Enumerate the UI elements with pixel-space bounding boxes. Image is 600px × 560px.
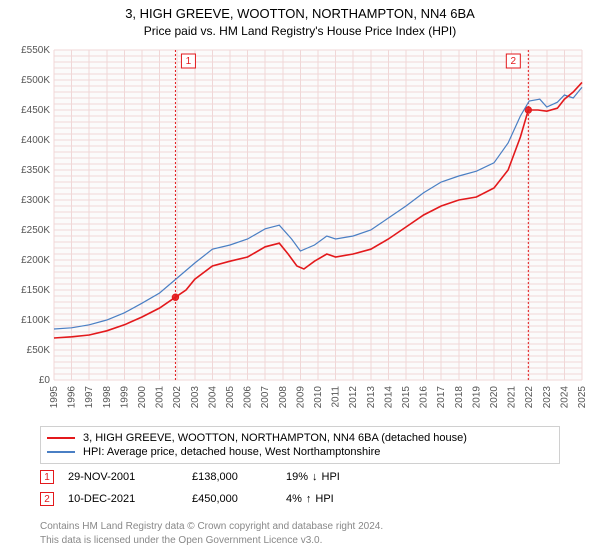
svg-text:2005: 2005: [225, 386, 236, 409]
svg-text:2001: 2001: [155, 386, 166, 409]
chart-container: 3, HIGH GREEVE, WOOTTON, NORTHAMPTON, NN…: [0, 0, 600, 560]
sale-date: 10-DEC-2021: [68, 493, 178, 505]
svg-text:2014: 2014: [383, 386, 394, 409]
svg-text:2016: 2016: [419, 386, 430, 409]
legend-item: 3, HIGH GREEVE, WOOTTON, NORTHAMPTON, NN…: [47, 431, 553, 445]
legend-swatch-hpi: [47, 451, 75, 453]
arrow-down-icon: ↓: [312, 471, 318, 483]
svg-text:2022: 2022: [524, 386, 535, 409]
svg-text:1995: 1995: [49, 386, 60, 409]
svg-text:2018: 2018: [454, 386, 465, 409]
svg-text:£500K: £500K: [21, 75, 50, 86]
svg-text:£400K: £400K: [21, 135, 50, 146]
svg-text:£350K: £350K: [21, 165, 50, 176]
svg-text:1999: 1999: [119, 386, 130, 409]
svg-text:2002: 2002: [172, 386, 183, 409]
svg-text:1: 1: [186, 56, 192, 67]
sale-marker-2: 2: [40, 492, 54, 506]
chart-subtitle: Price paid vs. HM Land Registry's House …: [0, 21, 600, 38]
arrow-up-icon: ↑: [306, 493, 312, 505]
sale-row: 2 10-DEC-2021 £450,000 4% ↑ HPI: [40, 488, 560, 510]
svg-text:2019: 2019: [471, 386, 482, 409]
svg-text:1997: 1997: [84, 386, 95, 409]
svg-text:£200K: £200K: [21, 255, 50, 266]
svg-text:2010: 2010: [313, 386, 324, 409]
svg-text:2: 2: [511, 56, 517, 67]
svg-text:£300K: £300K: [21, 195, 50, 206]
svg-text:2025: 2025: [577, 386, 588, 409]
svg-text:1998: 1998: [102, 386, 113, 409]
svg-text:2009: 2009: [295, 386, 306, 409]
svg-text:2003: 2003: [190, 386, 201, 409]
svg-text:£100K: £100K: [21, 315, 50, 326]
sale-records: 1 29-NOV-2001 £138,000 19% ↓ HPI 2 10-DE…: [40, 466, 560, 510]
svg-text:2013: 2013: [366, 386, 377, 409]
sale-row: 1 29-NOV-2001 £138,000 19% ↓ HPI: [40, 466, 560, 488]
svg-text:2017: 2017: [436, 386, 447, 409]
svg-text:2004: 2004: [207, 386, 218, 409]
svg-text:2024: 2024: [559, 386, 570, 409]
chart-area: £0 £50K £100K £150K £200K £250K £300K £350K £400…: [10, 44, 590, 420]
chart-title: 3, HIGH GREEVE, WOOTTON, NORTHAMPTON, NN…: [0, 0, 600, 21]
legend: 3, HIGH GREEVE, WOOTTON, NORTHAMPTON, NN…: [40, 426, 560, 464]
sale-diff: 4% ↑ HPI: [286, 493, 376, 505]
sale-marker-1: 1: [40, 470, 54, 484]
svg-text:2023: 2023: [542, 386, 553, 409]
svg-text:£450K: £450K: [21, 105, 50, 116]
svg-text:2021: 2021: [507, 386, 518, 409]
svg-text:2015: 2015: [401, 386, 412, 409]
chart-svg: £0 £50K £100K £150K £200K £250K £300K £350K £400…: [10, 44, 590, 420]
svg-text:£250K: £250K: [21, 225, 50, 236]
svg-text:2006: 2006: [243, 386, 254, 409]
svg-text:£0: £0: [39, 375, 51, 386]
sale-date: 29-NOV-2001: [68, 471, 178, 483]
sale-price: £138,000: [192, 471, 272, 483]
footer-attribution: Contains HM Land Registry data © Crown c…: [40, 520, 560, 547]
legend-label-hpi: HPI: Average price, detached house, West…: [83, 446, 380, 458]
svg-text:£150K: £150K: [21, 285, 50, 296]
svg-text:2020: 2020: [489, 386, 500, 409]
svg-text:£50K: £50K: [27, 345, 51, 356]
svg-text:2007: 2007: [260, 386, 271, 409]
svg-text:2011: 2011: [331, 386, 342, 408]
legend-item: HPI: Average price, detached house, West…: [47, 445, 553, 459]
svg-text:2000: 2000: [137, 386, 148, 409]
svg-text:1996: 1996: [67, 386, 78, 409]
svg-text:2008: 2008: [278, 386, 289, 409]
svg-text:2012: 2012: [348, 386, 359, 409]
sale-price: £450,000: [192, 493, 272, 505]
sale-diff: 19% ↓ HPI: [286, 471, 376, 483]
legend-swatch-property: [47, 437, 75, 439]
legend-label-property: 3, HIGH GREEVE, WOOTTON, NORTHAMPTON, NN…: [83, 432, 467, 444]
svg-text:£550K: £550K: [21, 45, 50, 56]
